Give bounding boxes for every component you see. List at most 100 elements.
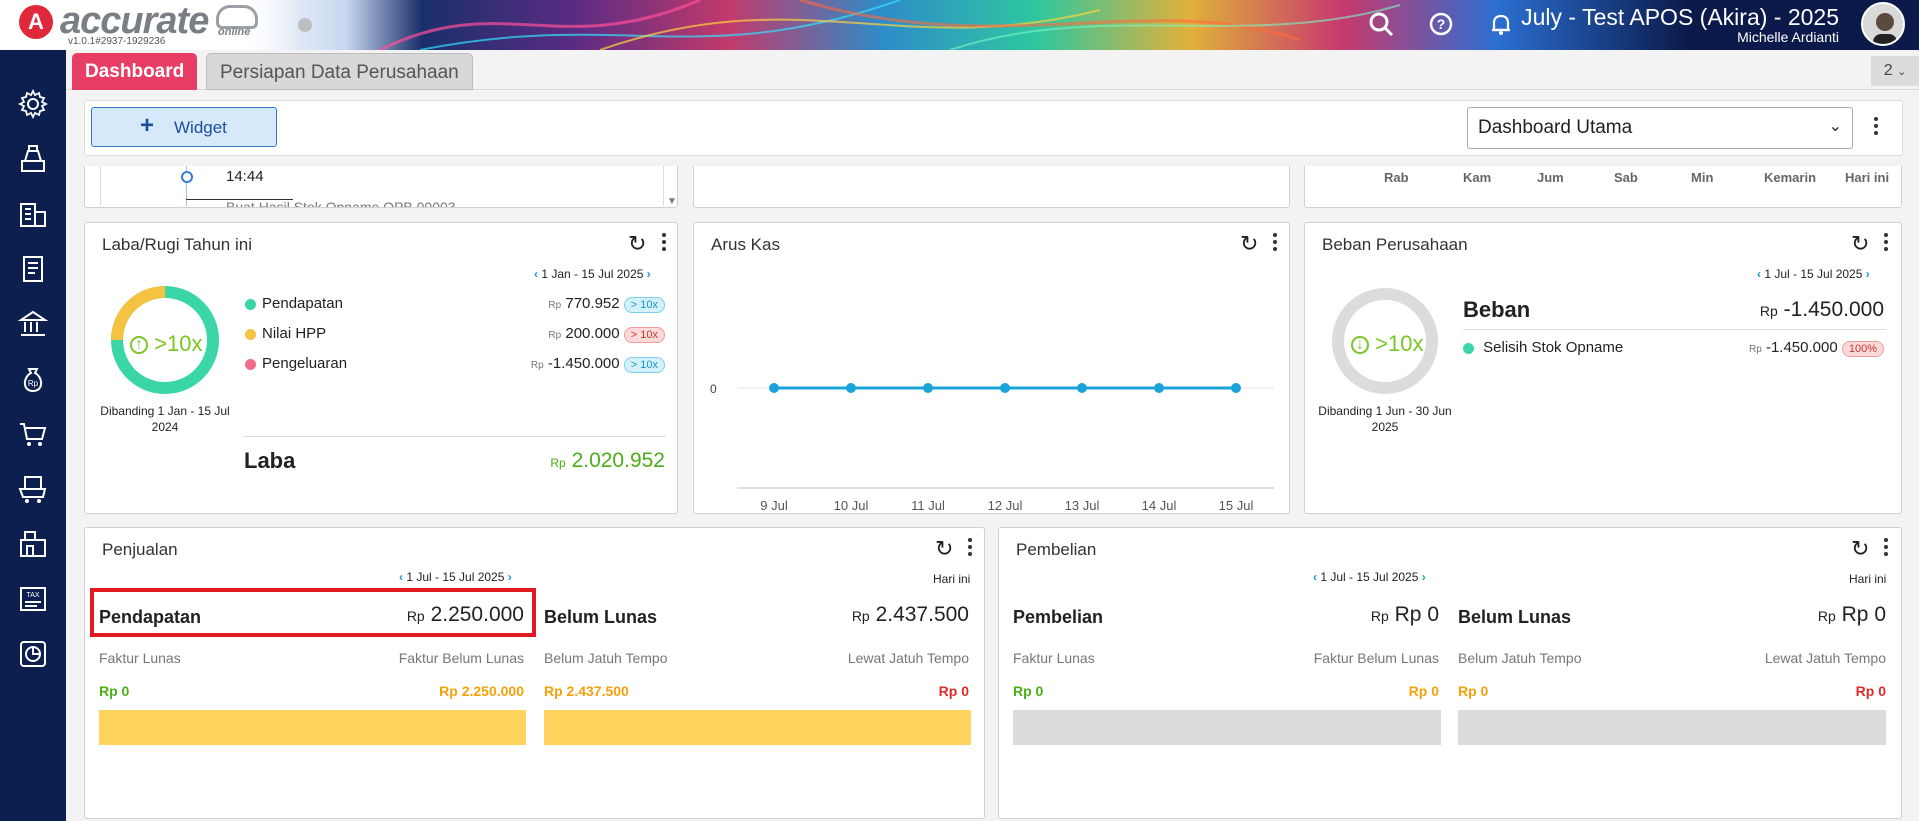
pembelian-period: 1 Jul - 15 Jul 2025 (1320, 570, 1419, 584)
arus-kas-title: Arus Kas (711, 235, 780, 254)
laba-rugi-period-nav: ‹ 1 Jan - 15 Jul 2025 › (534, 267, 651, 281)
beban-compare: Dibanding 1 Jun - 30 Jun 2025 (1318, 404, 1452, 434)
timeline-dot-icon (181, 171, 193, 183)
panel-menu-icon[interactable] (1272, 233, 1278, 255)
day-label: Rab (1384, 170, 1409, 185)
tab-count-dropdown[interactable]: 2 ⌄ (1871, 56, 1919, 86)
scroll-down-icon[interactable]: ▼ (667, 196, 677, 207)
arus-kas-point (923, 383, 933, 393)
arrow-up-circle-icon: ↑ (130, 336, 148, 355)
day-label: Jum (1537, 170, 1564, 185)
bank-icon[interactable] (17, 308, 49, 340)
dashboard-menu-icon[interactable] (1873, 117, 1879, 139)
search-icon[interactable] (1367, 10, 1395, 38)
chevron-right-icon[interactable]: › (507, 570, 512, 584)
legend-dot-icon (245, 298, 256, 310)
accurate-logo-icon[interactable]: A (19, 5, 53, 39)
beban-ring (1332, 288, 1438, 394)
penjualan-right-currency: Rp (851, 608, 870, 624)
refresh-icon[interactable]: ↻ (935, 536, 954, 561)
laba-label: Laba (244, 448, 296, 473)
beban-row-value: -1.450.000 (1765, 339, 1838, 356)
legend-dot-icon (245, 328, 256, 340)
chevron-left-icon[interactable]: ‹ (534, 267, 538, 281)
chevron-right-icon[interactable]: › (646, 267, 651, 281)
refresh-icon[interactable]: ↻ (1851, 536, 1870, 561)
tab-persiapan-data[interactable]: Persiapan Data Perusahaan (206, 53, 473, 90)
help-icon[interactable]: ? (1427, 10, 1455, 38)
shopping-cart-icon[interactable] (17, 418, 49, 450)
top-bar: A accurate online v1.0.1#2937-1929236 ? … (0, 0, 1919, 50)
dashboard-select[interactable]: Dashboard Utama ⌄ (1467, 107, 1853, 149)
tab-bar: Dashboard Persiapan Data Perusahaan 2 ⌄ (66, 50, 1919, 90)
beban-row-currency: Rp (1748, 344, 1762, 355)
chevron-left-icon[interactable]: ‹ (1757, 267, 1761, 281)
arus-kas-point (1154, 383, 1164, 393)
chevron-right-icon[interactable]: › (1421, 570, 1426, 584)
laba-rugi-row-name: Pendapatan (262, 295, 343, 312)
notification-bell-icon[interactable] (1487, 10, 1515, 38)
pembelian-today: Hari ini (1849, 572, 1887, 586)
penjualan-right-total: Rp 2.437.500 (852, 603, 969, 627)
legend-dot-icon (245, 358, 256, 370)
refresh-icon[interactable]: ↻ (628, 231, 647, 256)
panel-menu-icon[interactable] (661, 233, 667, 255)
laba-rugi-panel: Laba/Rugi Tahun ini ↻ ‹ 1 Jan - 15 Jul 2… (84, 222, 678, 514)
refresh-icon[interactable]: ↻ (1851, 231, 1870, 256)
chevron-down-icon: ⌄ (1897, 66, 1907, 78)
pembelian-right-bar (1458, 710, 1886, 745)
laba-rugi-compare: Dibanding 1 Jan - 15 Jul 2024 (100, 404, 230, 434)
pembelian-left-total: Rp Rp 0 (1371, 603, 1439, 627)
widget-button-label: Widget (174, 118, 227, 137)
cashier-register-icon[interactable] (17, 143, 49, 175)
tax-document-icon[interactable]: TAX (17, 583, 49, 615)
chevron-left-icon[interactable]: ‹ (399, 570, 403, 584)
arus-kas-point (1231, 383, 1241, 393)
panel-menu-icon[interactable] (967, 538, 973, 560)
money-bag-icon[interactable]: Rp (17, 363, 49, 395)
arus-kas-point (769, 383, 779, 393)
penjualan-right-value: 2.437.500 (875, 603, 969, 626)
sidebar: Rp TAX (0, 50, 66, 821)
status-dot-icon (298, 18, 312, 32)
laba-rugi-row-value: -1.450.000 (547, 355, 620, 372)
pembelian-left-value: Rp 0 (1394, 603, 1439, 626)
beban-head-value: -1.450.000 (1783, 298, 1884, 321)
pembelian-left-val-left: Rp 0 (1013, 683, 1044, 699)
company-building-icon[interactable] (17, 198, 49, 230)
laba-rugi-row-label: Pendapatan (245, 295, 343, 312)
cloud-icon (216, 5, 258, 29)
user-avatar-icon (1863, 4, 1903, 44)
purchase-cart-icon[interactable] (17, 473, 49, 505)
top-right-panel: Rab Kam Jum Sab Min Kemarin Hari ini (1304, 166, 1902, 208)
svg-text:TAX: TAX (26, 592, 39, 599)
arus-kas-point (846, 383, 856, 393)
penjualan-right-val-left: Rp 2.437.500 (544, 683, 629, 699)
chevron-left-icon[interactable]: ‹ (1313, 570, 1317, 584)
app-version: v1.0.1#2937-1929236 (68, 36, 166, 47)
refresh-icon[interactable]: ↻ (1240, 231, 1259, 256)
user-name[interactable]: Michelle Ardianti (1737, 29, 1839, 45)
ledger-book-icon[interactable] (17, 253, 49, 285)
add-widget-button[interactable]: + Widget (91, 107, 277, 147)
pembelian-right-val-left: Rp 0 (1458, 683, 1489, 699)
settings-gear-icon[interactable] (17, 88, 49, 120)
beban-row: Selisih Stok Opname (1463, 339, 1623, 356)
laba-rugi-row-amount: Rp 200.000 > 10x (548, 325, 665, 343)
beban-head-label: Beban (1463, 297, 1531, 322)
laba-rugi-ring-value: ↑ >10x (130, 331, 202, 357)
company-name[interactable]: July - Test APOS (Akira) - 2025 (1521, 4, 1839, 30)
penjualan-right-sub-left: Belum Jatuh Tempo (544, 650, 668, 666)
activity-text: Buat Hasil Stok Opname OPB.00003 (226, 199, 456, 208)
panel-menu-icon[interactable] (1883, 233, 1889, 255)
pembelian-left-bar (1013, 710, 1441, 745)
tab-count: 2 (1883, 62, 1893, 79)
chevron-right-icon[interactable]: › (1865, 267, 1870, 281)
laba-rugi-row-amount: Rp 770.952 > 10x (548, 295, 665, 313)
panel-menu-icon[interactable] (1883, 538, 1889, 560)
report-chart-icon[interactable] (17, 638, 49, 670)
avatar[interactable] (1861, 2, 1905, 46)
tab-dashboard[interactable]: Dashboard (72, 53, 198, 90)
laba-rugi-row-label: Nilai HPP (245, 325, 326, 342)
warehouse-icon[interactable] (17, 528, 49, 560)
